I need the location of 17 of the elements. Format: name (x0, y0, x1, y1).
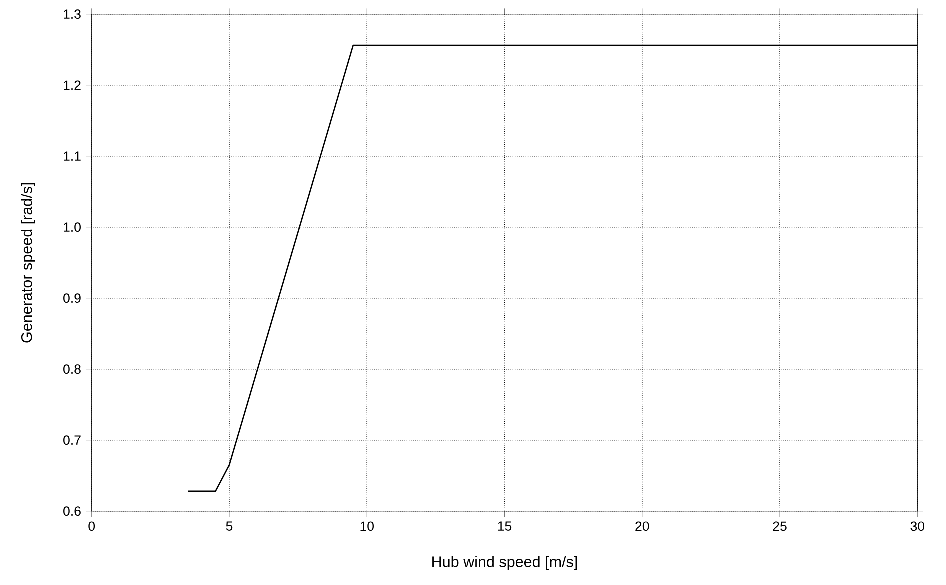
y-tick-label: 0.8 (64, 364, 81, 374)
x-axis-title: Hub wind speed [m/s] (432, 556, 578, 570)
y-tick-label: 1.1 (64, 152, 81, 161)
x-tick-label: 15 (498, 522, 512, 531)
y-axis-title: Generator speed [rad/s] (21, 183, 36, 343)
x-tick-label: 0 (88, 522, 96, 532)
y-tick-label: 1.2 (64, 80, 81, 90)
y-tick-label: 0.6 (64, 506, 81, 516)
y-tick-label: 0.7 (64, 436, 81, 446)
x-tick-label: 5 (226, 522, 233, 531)
x-tick-label: 10 (360, 522, 374, 532)
y-tick-label: 1.0 (64, 222, 81, 232)
x-tick-label: 20 (636, 522, 650, 532)
y-tick-label: 0.9 (64, 294, 81, 304)
y-tick-label: 1.3 (64, 10, 81, 20)
x-tick-label: 30 (910, 522, 925, 532)
x-tick-label: 25 (773, 522, 787, 532)
